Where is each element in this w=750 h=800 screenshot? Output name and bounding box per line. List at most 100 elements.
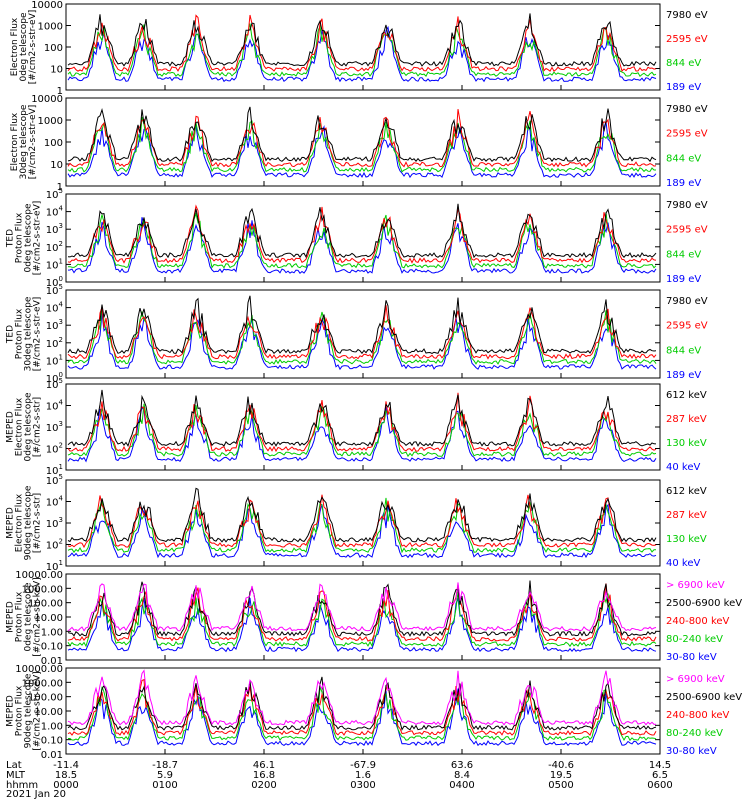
- legend-entry: 130 keV: [666, 534, 707, 545]
- legend-entry: 287 keV: [666, 510, 707, 521]
- panel-8: 0.010.101.0010.00100.001000.0010000.00ME…: [6, 664, 743, 761]
- panel-frame: [65, 193, 661, 283]
- legend-entry: 844 eV: [666, 58, 701, 69]
- legend-entry: 2595 eV: [666, 321, 708, 332]
- series-trace: [67, 405, 657, 463]
- y-label-line: Electron Flux: [10, 17, 20, 76]
- legend-entry: 844 eV: [666, 249, 701, 260]
- y-label-line: [#/cm2-s-str-keV]: [33, 671, 43, 750]
- legend-entry: 189 eV: [666, 82, 701, 93]
- series-trace: [67, 204, 657, 264]
- y-axis-label: Electron Flux 0deg telescope [#/cm2-s-str-…: [10, 10, 38, 85]
- series-trace: [67, 23, 657, 77]
- legend-entry: 2595 eV: [666, 225, 708, 236]
- series-trace: [67, 580, 657, 637]
- series-trace: [67, 305, 657, 360]
- y-tick-label: 103: [46, 420, 63, 434]
- x-tick-label: 19.5: [550, 770, 572, 781]
- x-tick-label: 46.1: [253, 760, 275, 771]
- y-axis-label: MEPED Electron Flux 90deg telescope [#/cm2-…: [6, 485, 43, 560]
- y-label-line: 90deg telescope: [24, 485, 34, 560]
- y-tick-label: 1: [57, 86, 63, 97]
- x-tick-label: 5.9: [157, 770, 173, 781]
- y-tick-label: 100.00: [28, 599, 63, 610]
- series-trace: [67, 121, 657, 179]
- y-tick-label: 0.10: [41, 736, 63, 747]
- y-tick-label: 10.00: [34, 613, 63, 624]
- x-tick-label: 0100: [152, 780, 177, 791]
- y-tick-label: 10000.00: [15, 570, 63, 581]
- series-trace: [67, 217, 657, 274]
- series-trace: [67, 582, 657, 632]
- legend-entry: 2595 eV: [666, 34, 708, 45]
- y-tick-label: 104: [46, 495, 64, 509]
- x-tick-label: 14.5: [649, 760, 671, 771]
- y-label-line: MEPED: [6, 507, 16, 539]
- y-label-line: Proton Flux: [15, 685, 25, 736]
- y-label-line: 0deg telescope: [19, 12, 29, 82]
- panel-frame: [65, 97, 661, 187]
- series-trace: [67, 109, 657, 168]
- x-tick-label: 1.6: [355, 770, 371, 781]
- y-tick-label: 0.01: [41, 750, 63, 761]
- y-tick-label: 103: [46, 318, 63, 332]
- x-tick-label: 0000: [53, 780, 78, 791]
- y-label-line: MEPED: [6, 695, 16, 727]
- y-label-line: 0deg telescope: [24, 582, 34, 652]
- y-tick-label: 101: [46, 353, 63, 367]
- y-tick-label: 1000: [38, 116, 63, 127]
- legend-entry: 80-240 keV: [666, 634, 723, 645]
- y-tick-label: 1000.00: [22, 678, 63, 689]
- y-tick-label: 1000.00: [22, 584, 63, 595]
- panel-frame: [65, 573, 661, 661]
- legend-entry: 844 eV: [666, 153, 701, 164]
- x-tick-label: -11.4: [53, 760, 79, 771]
- y-tick-label: 100.00: [28, 693, 63, 704]
- y-label-line: [#/cm2-s-str-keV]: [33, 577, 43, 656]
- x-tick-label: 0500: [548, 780, 573, 791]
- y-axis-label: TED Proton Flux 0deg telescope [#/cm2-s-str…: [6, 201, 43, 276]
- legend-entry: 189 eV: [666, 274, 701, 285]
- legend-entry: 844 eV: [666, 345, 701, 356]
- y-label-line: 90deg telescope: [24, 673, 34, 748]
- series-trace: [67, 494, 657, 549]
- series-trace: [67, 487, 657, 543]
- legend-entry: 189 eV: [666, 370, 701, 381]
- legend-entry: 2595 eV: [666, 129, 708, 140]
- legend-entry: 7980 eV: [666, 296, 708, 307]
- y-axis-label: MEPED Proton Flux 0deg telescope [#/cm2-s-s…: [6, 577, 43, 656]
- legend-entry: 30-80 keV: [666, 652, 717, 663]
- y-tick-label: 105: [46, 187, 63, 201]
- y-label-line: [#/cm2-s-str-eV]: [28, 105, 38, 180]
- legend-entry: > 6900 keV: [666, 674, 725, 685]
- series-trace: [67, 116, 656, 173]
- x-tick-label: 0600: [647, 780, 672, 791]
- legend-entry: > 6900 keV: [666, 580, 725, 591]
- series-trace: [67, 503, 657, 559]
- date-label: 2021 Jan 20: [6, 789, 66, 800]
- y-tick-label: 100: [44, 43, 63, 54]
- y-tick-label: 1000: [38, 22, 63, 33]
- y-tick-label: 101: [46, 257, 63, 271]
- series-trace: [67, 678, 657, 736]
- series-trace: [67, 389, 657, 447]
- x-row-label: hhmm: [6, 780, 38, 791]
- legend-entry: 40 keV: [666, 558, 700, 569]
- legend-entry: 287 keV: [666, 414, 707, 425]
- panel-frame: [65, 383, 661, 471]
- y-label-line: MEPED: [6, 411, 16, 443]
- legend-entry: 240-800 keV: [666, 616, 730, 627]
- y-tick-label: 104: [46, 399, 64, 413]
- legend-entry: 40 keV: [666, 462, 700, 473]
- series-trace: [68, 211, 657, 269]
- legend-entry: 80-240 keV: [666, 728, 723, 739]
- series-trace: [67, 596, 657, 653]
- x-tick-label: -67.9: [350, 760, 376, 771]
- x-axis-labels: LatMLThhmm-11.418.50000-18.75.9010046.11…: [6, 760, 673, 800]
